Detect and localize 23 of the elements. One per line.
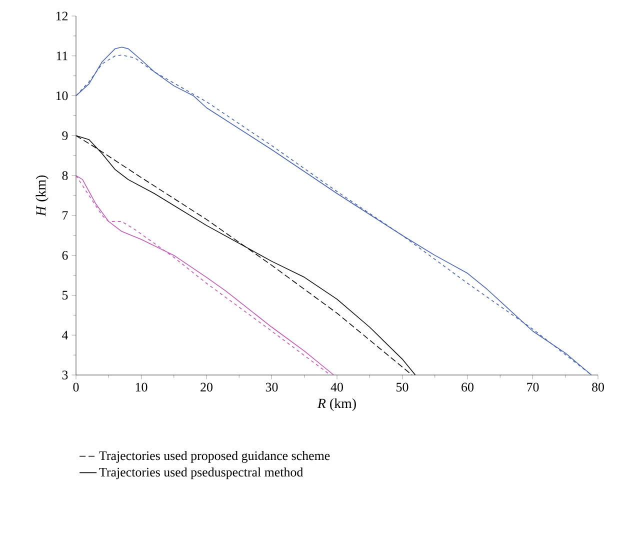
y-tick-label: 9: [62, 131, 68, 140]
y-tick-label: 11: [56, 52, 68, 60]
y-tick-label: 10: [56, 91, 68, 100]
x-tick-label: 60: [462, 382, 474, 392]
y-tick-label: 4: [62, 330, 68, 340]
x-tick-label: 30: [266, 382, 278, 392]
y-tick-label: 3: [62, 370, 68, 380]
x-tick-label: 80: [592, 382, 604, 392]
legend-label: Trajectories used proposed guidance scheme: [99, 450, 330, 463]
y-tick-label: 12: [56, 12, 68, 20]
y-tick-label: 5: [62, 290, 68, 300]
x-tick-label: 50: [396, 382, 408, 392]
x-tick-label: 0: [73, 382, 79, 392]
x-axis-title: R (km): [317, 398, 356, 411]
x-tick-label: 20: [200, 382, 212, 392]
legend-label: Trajectories used pseduspectral method: [99, 467, 304, 480]
x-tick-label: 40: [330, 382, 343, 392]
y-tick-label: 8: [62, 171, 68, 180]
x-tick-label: 70: [527, 382, 539, 392]
y-tick-label: 6: [62, 250, 68, 260]
y-axis-title: H (km): [36, 175, 48, 216]
x-tick-label: 10: [136, 382, 148, 392]
y-tick-label: 7: [62, 211, 68, 220]
